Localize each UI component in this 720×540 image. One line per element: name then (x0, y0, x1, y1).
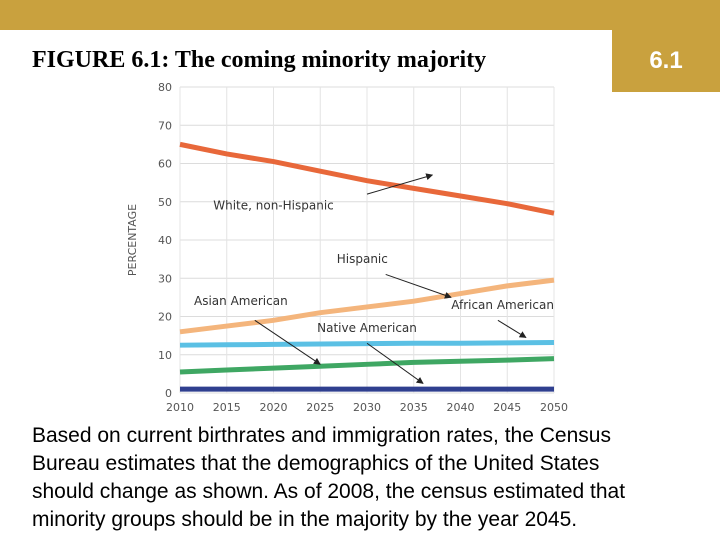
x-tick-label: 2025 (306, 401, 334, 414)
series-label-arrow (254, 319, 321, 365)
caption-line: Based on current birthrates and immigrat… (32, 424, 611, 447)
x-tick-label: 2020 (260, 401, 288, 414)
series-line (179, 141, 555, 216)
x-tick-label: 2035 (400, 401, 428, 414)
x-tick-label: 2045 (493, 401, 521, 414)
series-line (179, 277, 555, 335)
y-tick-label: 40 (158, 234, 172, 247)
y-tick-label: 30 (158, 272, 172, 285)
y-tick-label: 10 (158, 349, 172, 362)
x-tick-label: 2010 (166, 401, 194, 414)
series-label-arrow (366, 173, 434, 195)
caption-line: should change as shown. As of 2008, the … (32, 480, 626, 503)
series-label-arrow (366, 342, 424, 384)
x-tick-label: 2015 (213, 401, 241, 414)
series-label: Asian American (194, 294, 288, 308)
top-accent-bar (0, 0, 720, 30)
caption-line: Bureau estimates that the demographics o… (32, 452, 600, 475)
y-axis-label: PERCENTAGE (126, 204, 139, 276)
series-line (179, 356, 555, 375)
caption-line: minority groups should be in the majorit… (32, 508, 578, 531)
slide-title: FIGURE 6.1: The coming minority majority (32, 47, 487, 73)
y-tick-label: 0 (165, 387, 172, 400)
slide-number-badge: 6.1 (612, 30, 720, 92)
y-tick-label: 20 (158, 311, 172, 324)
y-tick-label: 80 (158, 81, 172, 94)
x-tick-label: 2030 (353, 401, 381, 414)
y-tick-label: 70 (158, 119, 172, 132)
x-tick-label: 2050 (540, 401, 568, 414)
slide-number: 6.1 (649, 47, 683, 74)
figure-caption: Based on current birthrates and immigrat… (32, 422, 716, 534)
series-label: White, non-Hispanic (213, 198, 334, 212)
series-label: Hispanic (337, 252, 388, 266)
y-tick-label: 50 (158, 196, 172, 209)
y-tick-label: 60 (158, 158, 172, 171)
series-label: African American (451, 298, 554, 312)
series-label-arrow (497, 319, 527, 338)
series-label-arrow (385, 273, 452, 299)
series-label: Native American (317, 321, 417, 335)
x-tick-label: 2040 (447, 401, 475, 414)
